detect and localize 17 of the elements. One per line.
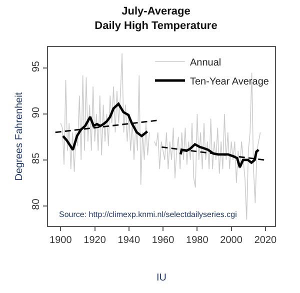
- y-tick-label: 95: [31, 60, 42, 72]
- y-tick-label: 90: [31, 106, 42, 118]
- x-tick-label: 1980: [186, 235, 209, 246]
- y-tick-label: 80: [31, 198, 42, 210]
- x-tick-label: 1900: [50, 235, 72, 246]
- annotation: Source: http://climexp.knmi.nl/selectdailyseries.cgi: [59, 210, 238, 219]
- chart-title: July-Average Daily High Temperature: [94, 6, 218, 32]
- y-tick-label: 85: [31, 152, 42, 164]
- x-tick-label: 1960: [152, 235, 175, 246]
- y-axis-title: Degrees Fahrenheit: [14, 92, 25, 181]
- x-tick-label: 2000: [220, 235, 243, 246]
- x-axis-title: IU: [156, 272, 166, 284]
- legend-label: Ten-Year Average: [190, 76, 270, 88]
- x-tick-label: 2020: [254, 235, 277, 246]
- x-tick-label: 1940: [118, 235, 140, 246]
- legend-label: Annual: [190, 57, 222, 68]
- x-tick-label: 1920: [84, 235, 106, 246]
